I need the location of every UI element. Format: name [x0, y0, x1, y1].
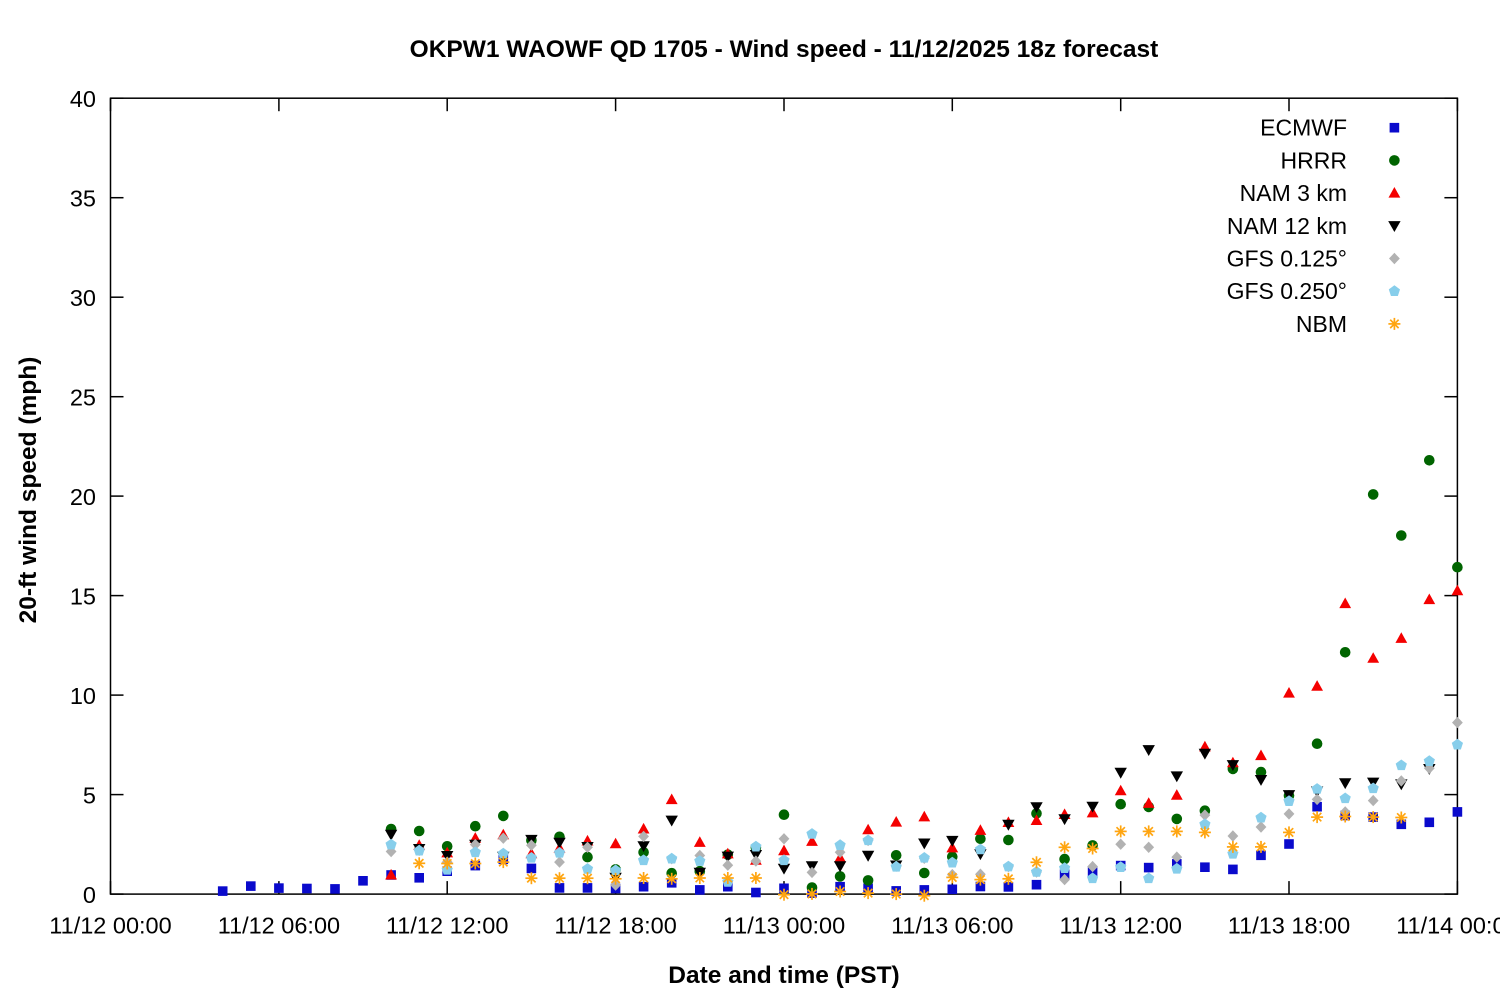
- svg-text:15: 15: [70, 584, 96, 610]
- svg-text:ECMWF: ECMWF: [1260, 115, 1347, 141]
- svg-text:11/13 00:00: 11/13 00:00: [723, 913, 845, 939]
- svg-text:NBM: NBM: [1296, 311, 1347, 337]
- svg-text:11/14 00:00: 11/14 00:00: [1396, 913, 1500, 939]
- svg-text:30: 30: [70, 285, 96, 311]
- svg-text:NAM 3 km: NAM 3 km: [1240, 180, 1347, 206]
- svg-text:HRRR: HRRR: [1281, 147, 1347, 173]
- svg-text:11/13 12:00: 11/13 12:00: [1059, 913, 1181, 939]
- svg-text:20-ft wind speed (mph): 20-ft wind speed (mph): [15, 357, 42, 624]
- svg-text:NAM 12 km: NAM 12 km: [1227, 213, 1347, 239]
- svg-text:GFS 0.125°: GFS 0.125°: [1227, 246, 1347, 272]
- svg-text:11/13 18:00: 11/13 18:00: [1228, 913, 1350, 939]
- svg-text:10: 10: [70, 683, 96, 709]
- svg-text:0: 0: [83, 882, 96, 908]
- svg-text:11/12 06:00: 11/12 06:00: [218, 913, 340, 939]
- svg-text:11/13 06:00: 11/13 06:00: [891, 913, 1013, 939]
- svg-text:OKPW1 WAOWF QD 1705 - Wind spe: OKPW1 WAOWF QD 1705 - Wind speed - 11/12…: [410, 36, 1159, 63]
- svg-text:Date and time (PST): Date and time (PST): [668, 962, 899, 989]
- svg-text:GFS 0.250°: GFS 0.250°: [1227, 278, 1347, 304]
- svg-text:11/12 18:00: 11/12 18:00: [554, 913, 676, 939]
- svg-text:5: 5: [83, 783, 96, 809]
- svg-text:11/12 12:00: 11/12 12:00: [386, 913, 508, 939]
- svg-text:25: 25: [70, 385, 96, 411]
- svg-text:11/12 00:00: 11/12 00:00: [49, 913, 171, 939]
- svg-text:40: 40: [70, 86, 96, 112]
- svg-text:20: 20: [70, 484, 96, 510]
- svg-text:35: 35: [70, 186, 96, 212]
